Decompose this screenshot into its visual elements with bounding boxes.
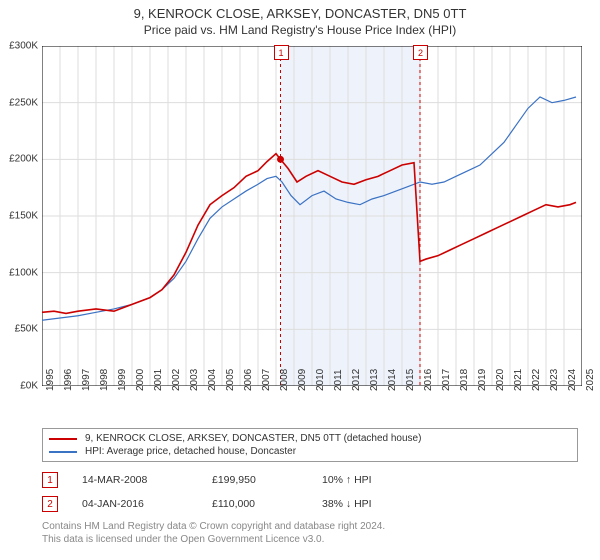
chart-plot: £0K£50K£100K£150K£200K£250K£300K19951996… <box>42 46 582 386</box>
x-tick-label: 1998 <box>99 369 110 391</box>
x-tick-label: 2020 <box>495 369 506 391</box>
legend-label-property: 9, KENROCK CLOSE, ARKSEY, DONCASTER, DN5… <box>85 433 421 444</box>
x-tick-label: 2007 <box>261 369 272 391</box>
x-tick-label: 2017 <box>441 369 452 391</box>
x-tick-label: 1995 <box>45 369 56 391</box>
y-tick-label: £100K <box>9 267 38 278</box>
x-tick-label: 2016 <box>423 369 434 391</box>
footer: Contains HM Land Registry data © Crown c… <box>42 520 385 546</box>
x-tick-label: 2022 <box>531 369 542 391</box>
title-sub: Price paid vs. HM Land Registry's House … <box>0 23 600 37</box>
x-tick-label: 2024 <box>567 369 578 391</box>
legend-row-hpi: HPI: Average price, detached house, Donc… <box>49 445 571 458</box>
y-tick-label: £150K <box>9 211 38 222</box>
chart-marker-1: 1 <box>274 45 289 60</box>
transaction-pct-2: 38% ↓ HPI <box>322 498 372 510</box>
legend-swatch-property <box>49 438 77 440</box>
transaction-pct-1: 10% ↑ HPI <box>322 474 372 486</box>
x-tick-label: 2021 <box>513 369 524 391</box>
x-tick-label: 2012 <box>351 369 362 391</box>
x-tick-label: 2014 <box>387 369 398 391</box>
legend-swatch-hpi <box>49 451 77 453</box>
transaction-row-1: 1 14-MAR-2008 £199,950 10% ↑ HPI <box>42 468 578 492</box>
x-tick-label: 2003 <box>189 369 200 391</box>
x-tick-label: 1996 <box>63 369 74 391</box>
chart-marker-2: 2 <box>413 45 428 60</box>
legend-row-property: 9, KENROCK CLOSE, ARKSEY, DONCASTER, DN5… <box>49 432 571 445</box>
x-tick-label: 2011 <box>333 369 344 391</box>
x-tick-label: 2015 <box>405 369 416 391</box>
x-tick-label: 2009 <box>297 369 308 391</box>
x-tick-label: 2001 <box>153 369 164 391</box>
legend: 9, KENROCK CLOSE, ARKSEY, DONCASTER, DN5… <box>42 428 578 462</box>
transaction-price-2: £110,000 <box>212 498 322 510</box>
transactions: 1 14-MAR-2008 £199,950 10% ↑ HPI 2 04-JA… <box>42 468 578 516</box>
y-tick-label: £200K <box>9 154 38 165</box>
x-tick-label: 2004 <box>207 369 218 391</box>
chart-container: 9, KENROCK CLOSE, ARKSEY, DONCASTER, DN5… <box>0 0 600 560</box>
x-tick-label: 2025 <box>585 369 596 391</box>
x-tick-label: 1997 <box>81 369 92 391</box>
chart-svg <box>42 46 582 386</box>
transaction-row-2: 2 04-JAN-2016 £110,000 38% ↓ HPI <box>42 492 578 516</box>
x-tick-label: 2018 <box>459 369 470 391</box>
x-tick-label: 2005 <box>225 369 236 391</box>
x-tick-label: 2006 <box>243 369 254 391</box>
footer-line1: Contains HM Land Registry data © Crown c… <box>42 520 385 533</box>
transaction-price-1: £199,950 <box>212 474 322 486</box>
legend-label-hpi: HPI: Average price, detached house, Donc… <box>85 446 296 457</box>
transaction-date-1: 14-MAR-2008 <box>82 474 212 486</box>
x-tick-label: 2013 <box>369 369 380 391</box>
footer-line2: This data is licensed under the Open Gov… <box>42 533 385 546</box>
y-tick-label: £50K <box>15 324 38 335</box>
x-tick-label: 2008 <box>279 369 290 391</box>
x-tick-label: 2000 <box>135 369 146 391</box>
chart-titles: 9, KENROCK CLOSE, ARKSEY, DONCASTER, DN5… <box>0 0 600 37</box>
x-tick-label: 2023 <box>549 369 560 391</box>
x-tick-label: 2002 <box>171 369 182 391</box>
transaction-marker-1: 1 <box>42 472 58 488</box>
x-tick-label: 2019 <box>477 369 488 391</box>
transaction-date-2: 04-JAN-2016 <box>82 498 212 510</box>
title-main: 9, KENROCK CLOSE, ARKSEY, DONCASTER, DN5… <box>0 6 600 21</box>
y-tick-label: £250K <box>9 97 38 108</box>
y-tick-label: £0K <box>20 381 38 392</box>
x-tick-label: 1999 <box>117 369 128 391</box>
y-tick-label: £300K <box>9 41 38 52</box>
x-tick-label: 2010 <box>315 369 326 391</box>
transaction-marker-2: 2 <box>42 496 58 512</box>
